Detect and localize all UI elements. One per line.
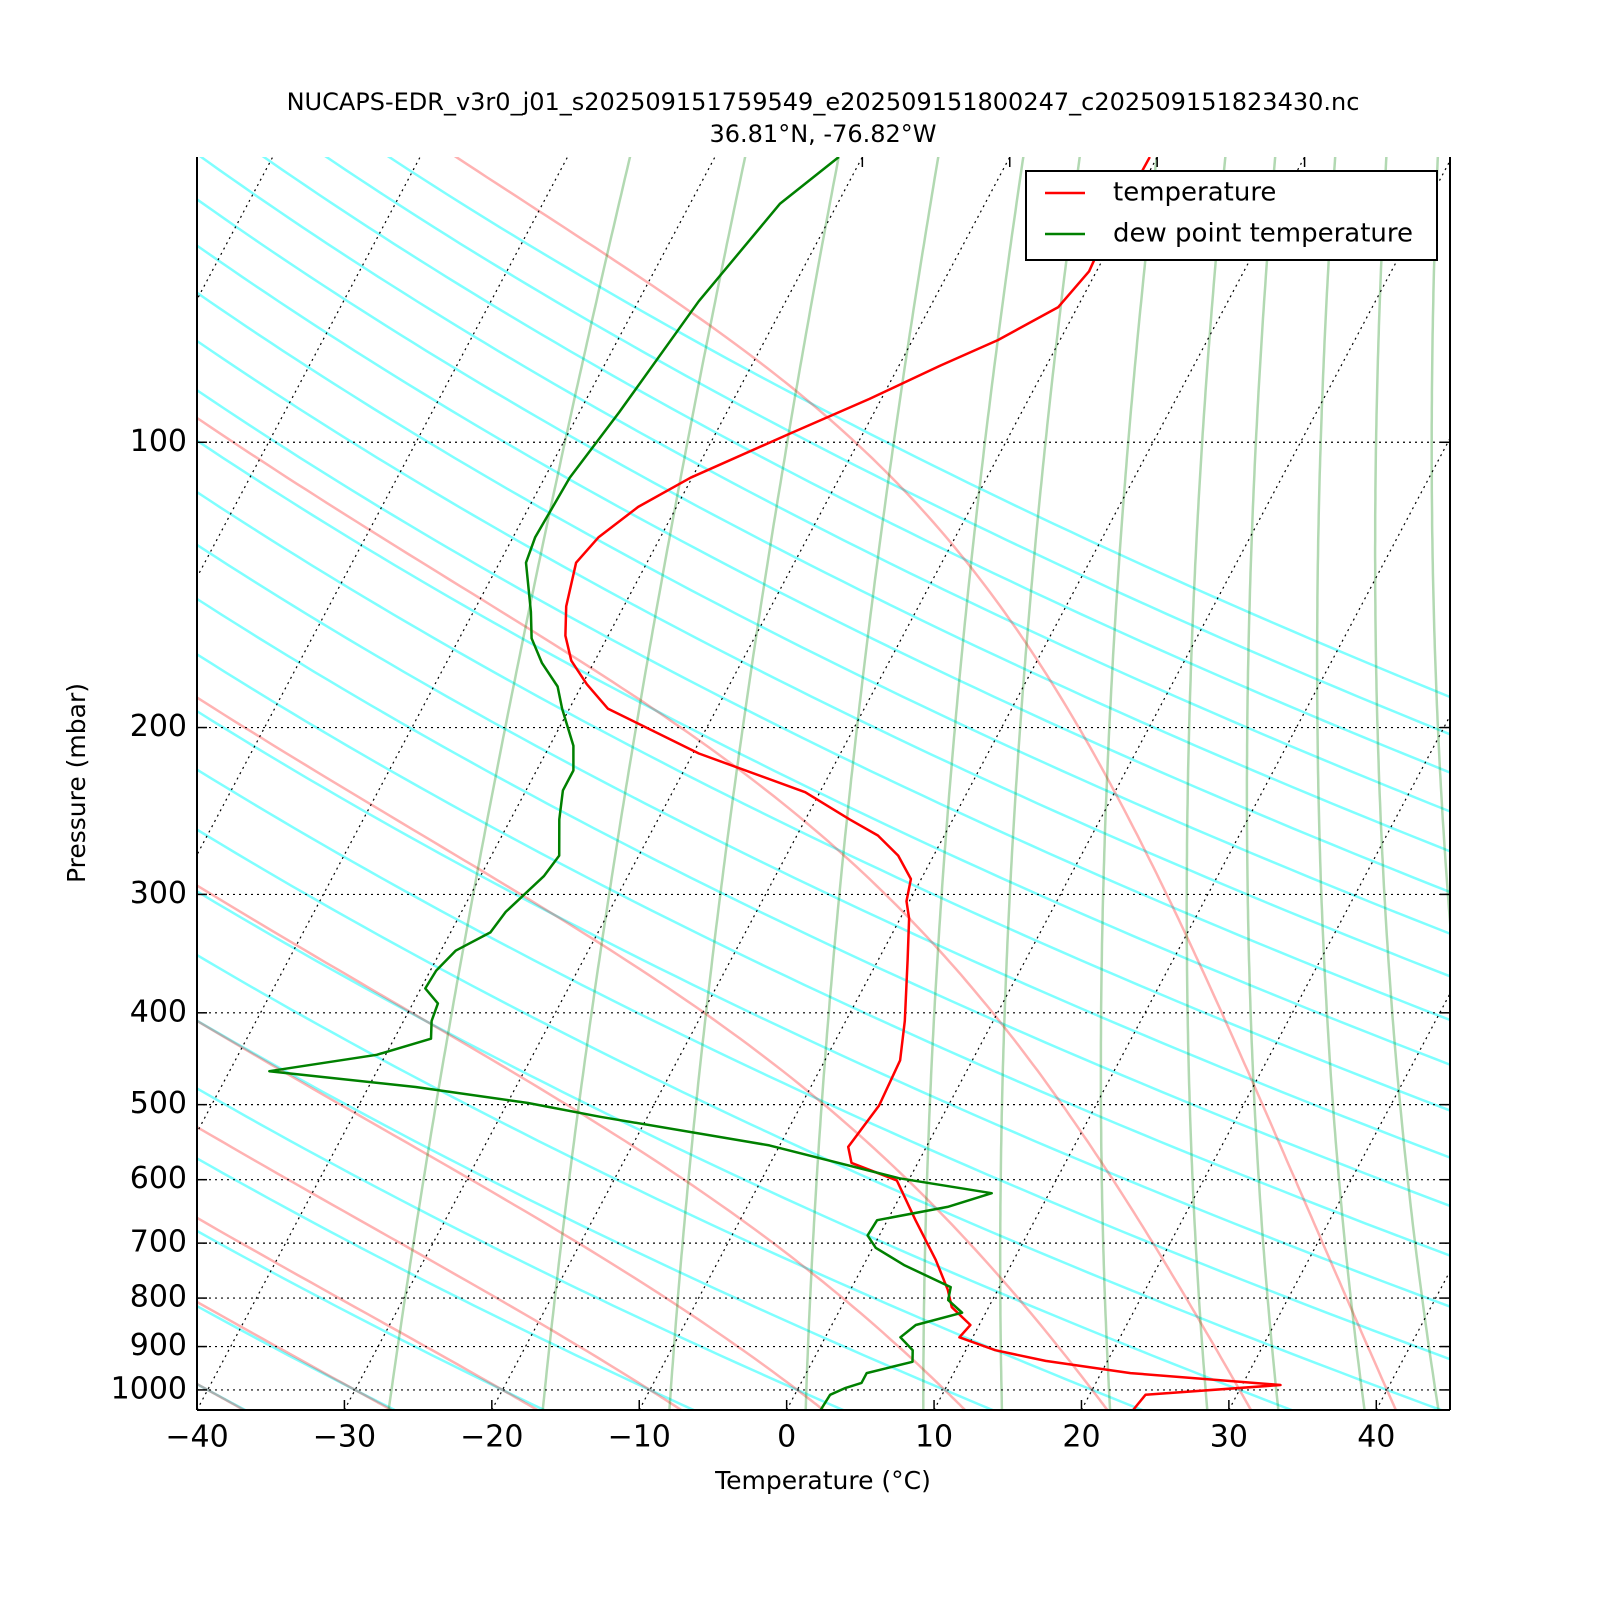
y-tick-label: 200 — [130, 709, 187, 744]
mixing-ratio-line — [1185, 157, 1227, 1410]
isotherm — [933, 437, 1450, 1410]
dry-adiabat — [197, 597, 1450, 1208]
legend-label: temperature — [1113, 178, 1276, 208]
dry-adiabat — [197, 1157, 697, 1410]
moist-adiabat — [197, 1125, 684, 1410]
y-tick-label: 700 — [130, 1225, 187, 1260]
dry-adiabat — [197, 439, 1450, 1067]
mixing-ratio-line — [1315, 157, 1366, 1410]
y-tick-label: 900 — [130, 1328, 187, 1363]
y-tick-label: 300 — [130, 876, 187, 911]
x-tick-label: 20 — [1062, 1420, 1100, 1455]
isotherm — [343, 157, 1011, 1410]
y-tick-label: 100 — [130, 424, 187, 459]
chart-subtitle: 36.81°N, -76.82°W — [709, 120, 936, 148]
dry-adiabat — [197, 953, 1146, 1410]
mixing-ratio-line — [1430, 157, 1450, 938]
legend: temperature dew point temperature — [1025, 170, 1438, 261]
isotherm — [197, 157, 421, 579]
y-tick-label: 400 — [130, 994, 187, 1029]
x-tick-label: 40 — [1357, 1420, 1395, 1455]
y-tick-label: 1000 — [111, 1371, 187, 1406]
isotherm — [197, 157, 716, 1134]
moist-adiabat — [197, 884, 967, 1410]
dry-adiabat — [261, 157, 1450, 774]
dry-adiabat — [324, 157, 1450, 736]
profile-line — [268, 157, 993, 1410]
dry-adiabat — [197, 709, 1450, 1308]
x-tick-label: 30 — [1210, 1420, 1248, 1455]
dry-adiabat — [197, 490, 1450, 1112]
moist-adiabat — [197, 1382, 247, 1410]
x-tick-label: 0 — [777, 1420, 796, 1455]
dry-adiabat — [197, 197, 1450, 853]
dry-adiabat — [197, 339, 1450, 978]
moist-adiabat — [197, 416, 1253, 1410]
dry-adiabat — [197, 291, 1450, 936]
mixing-ratio-line — [668, 157, 840, 1410]
x-tick-label: −20 — [460, 1420, 523, 1455]
legend-box — [1025, 170, 1438, 261]
dry-adiabat — [197, 652, 1450, 1257]
mixing-ratio-line — [1245, 157, 1280, 1410]
isotherm — [491, 157, 1158, 1410]
y-tick-label: 800 — [130, 1280, 187, 1315]
dry-adiabat — [386, 157, 1450, 699]
profile-line — [564, 157, 1282, 1410]
mixing-ratio-line — [1373, 157, 1440, 1410]
x-tick-label: −10 — [608, 1420, 671, 1455]
mixing-ratio-line — [387, 157, 632, 1410]
dry-adiabat — [197, 543, 1450, 1159]
x-tick-label: 10 — [915, 1420, 953, 1455]
y-tick-label: 600 — [130, 1161, 187, 1196]
isotherm — [786, 159, 1450, 1410]
x-axis-label: Temperature (°C) — [714, 1466, 931, 1495]
dry-adiabat — [199, 157, 1450, 813]
thermo-lines — [197, 157, 1450, 1410]
dry-adiabat — [197, 1086, 847, 1410]
moist-adiabat — [197, 1300, 395, 1410]
profiles — [268, 157, 1282, 1410]
x-tick-label: −30 — [313, 1420, 376, 1455]
moist-adiabat — [197, 1216, 540, 1410]
y-axis-label: Pressure (mbar) — [62, 683, 91, 883]
dry-adiabat — [197, 768, 1450, 1361]
mixing-ratio-line — [1099, 157, 1158, 1410]
dry-adiabat — [197, 828, 1445, 1410]
isotherm — [197, 157, 569, 857]
dry-adiabat — [197, 1019, 996, 1410]
isotherm — [197, 157, 863, 1410]
mixing-ratio-line — [998, 157, 1081, 1410]
mixing-ratio-line — [804, 157, 940, 1410]
dry-adiabat — [197, 889, 1296, 1410]
x-tick-label: −40 — [165, 1420, 228, 1455]
y-tick-label: 500 — [130, 1086, 187, 1121]
axes — [196, 157, 1451, 1411]
isotherm — [638, 157, 1306, 1410]
legend-label: dew point temperature — [1113, 219, 1413, 249]
dry-adiabat — [197, 244, 1450, 894]
mixing-ratio-line — [541, 157, 747, 1410]
isotherm — [1080, 714, 1450, 1410]
chart-title: NUCAPS-EDR_v3r0_j01_s202509151759549_e20… — [287, 88, 1360, 116]
dry-adiabat — [197, 388, 1450, 1022]
